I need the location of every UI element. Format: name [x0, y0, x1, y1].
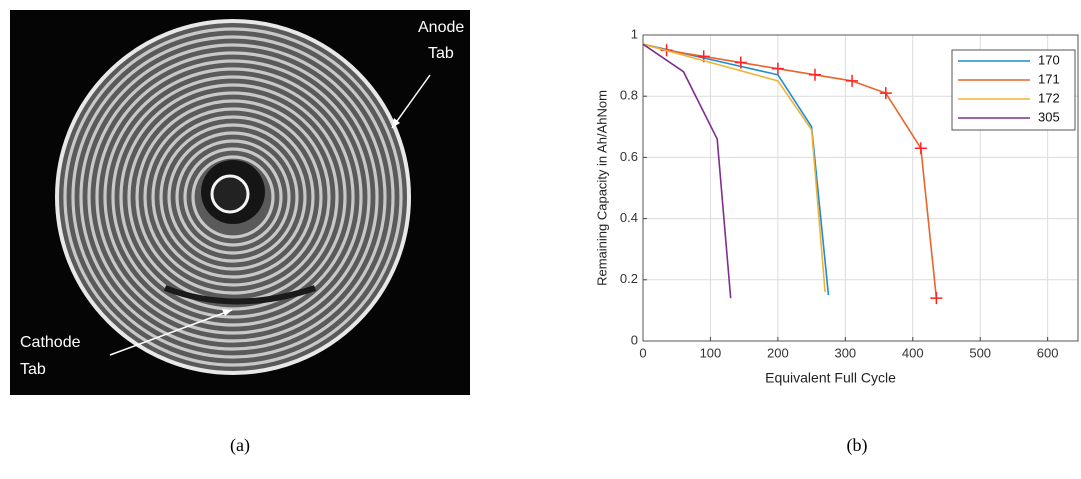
arrow-head	[222, 309, 232, 316]
annotation: Tab	[428, 45, 454, 62]
x-tick-label: 200	[767, 345, 789, 360]
y-tick-label: 0.2	[620, 271, 638, 286]
chart: 0 0.2 0.4 0.6 0.8 1 0 100 200 300 400 500 600 Equival…	[594, 26, 1079, 386]
annotation: Tab	[20, 361, 46, 378]
electrode-rings	[63, 27, 403, 367]
legend-label: 305	[1038, 109, 1060, 124]
marker	[808, 68, 821, 81]
x-tick-label: 600	[1037, 345, 1059, 360]
y-tick-label: 0	[631, 332, 638, 347]
series-line	[642, 43, 826, 293]
x-tick-label: 400	[902, 345, 924, 360]
plot-border	[642, 34, 1079, 342]
x-axis-label: Equivalent Full Cycle	[765, 370, 896, 386]
x-tick-label: 500	[969, 345, 991, 360]
panel-label: (a)	[230, 435, 250, 456]
marker	[846, 74, 859, 87]
y-tick-label: 0.8	[620, 88, 638, 103]
annotation: Anode	[418, 19, 464, 36]
panel-label: (b)	[847, 435, 868, 456]
x-tick-label: 100	[700, 345, 722, 360]
marker	[734, 56, 747, 69]
arrow-head	[392, 118, 400, 128]
x-tick-label: 300	[834, 345, 856, 360]
y-tick-label: 1	[631, 26, 638, 41]
marker	[930, 292, 943, 305]
legend-label: 171	[1038, 71, 1060, 86]
arrow	[109, 309, 233, 356]
ct-image: Anode Tab Cathode Tab	[10, 10, 470, 395]
mandrel	[210, 174, 250, 214]
marker	[879, 87, 892, 100]
series-line	[642, 43, 938, 299]
legend-label: 172	[1038, 90, 1060, 105]
marker	[914, 142, 927, 155]
x-tick-label: 0	[639, 345, 646, 360]
y-axis-label: Remaining Capacity in Ah/AhNom	[594, 90, 609, 286]
marker	[771, 62, 784, 75]
arrow	[391, 74, 431, 129]
y-tick-label: 0.4	[620, 210, 638, 225]
annotation: Cathode	[20, 334, 81, 351]
legend-box	[951, 49, 1076, 131]
cathode-tab-shape	[163, 285, 316, 305]
series-line	[642, 43, 732, 299]
y-tick-label: 0.6	[620, 149, 638, 164]
legend-label: 170	[1038, 52, 1060, 67]
